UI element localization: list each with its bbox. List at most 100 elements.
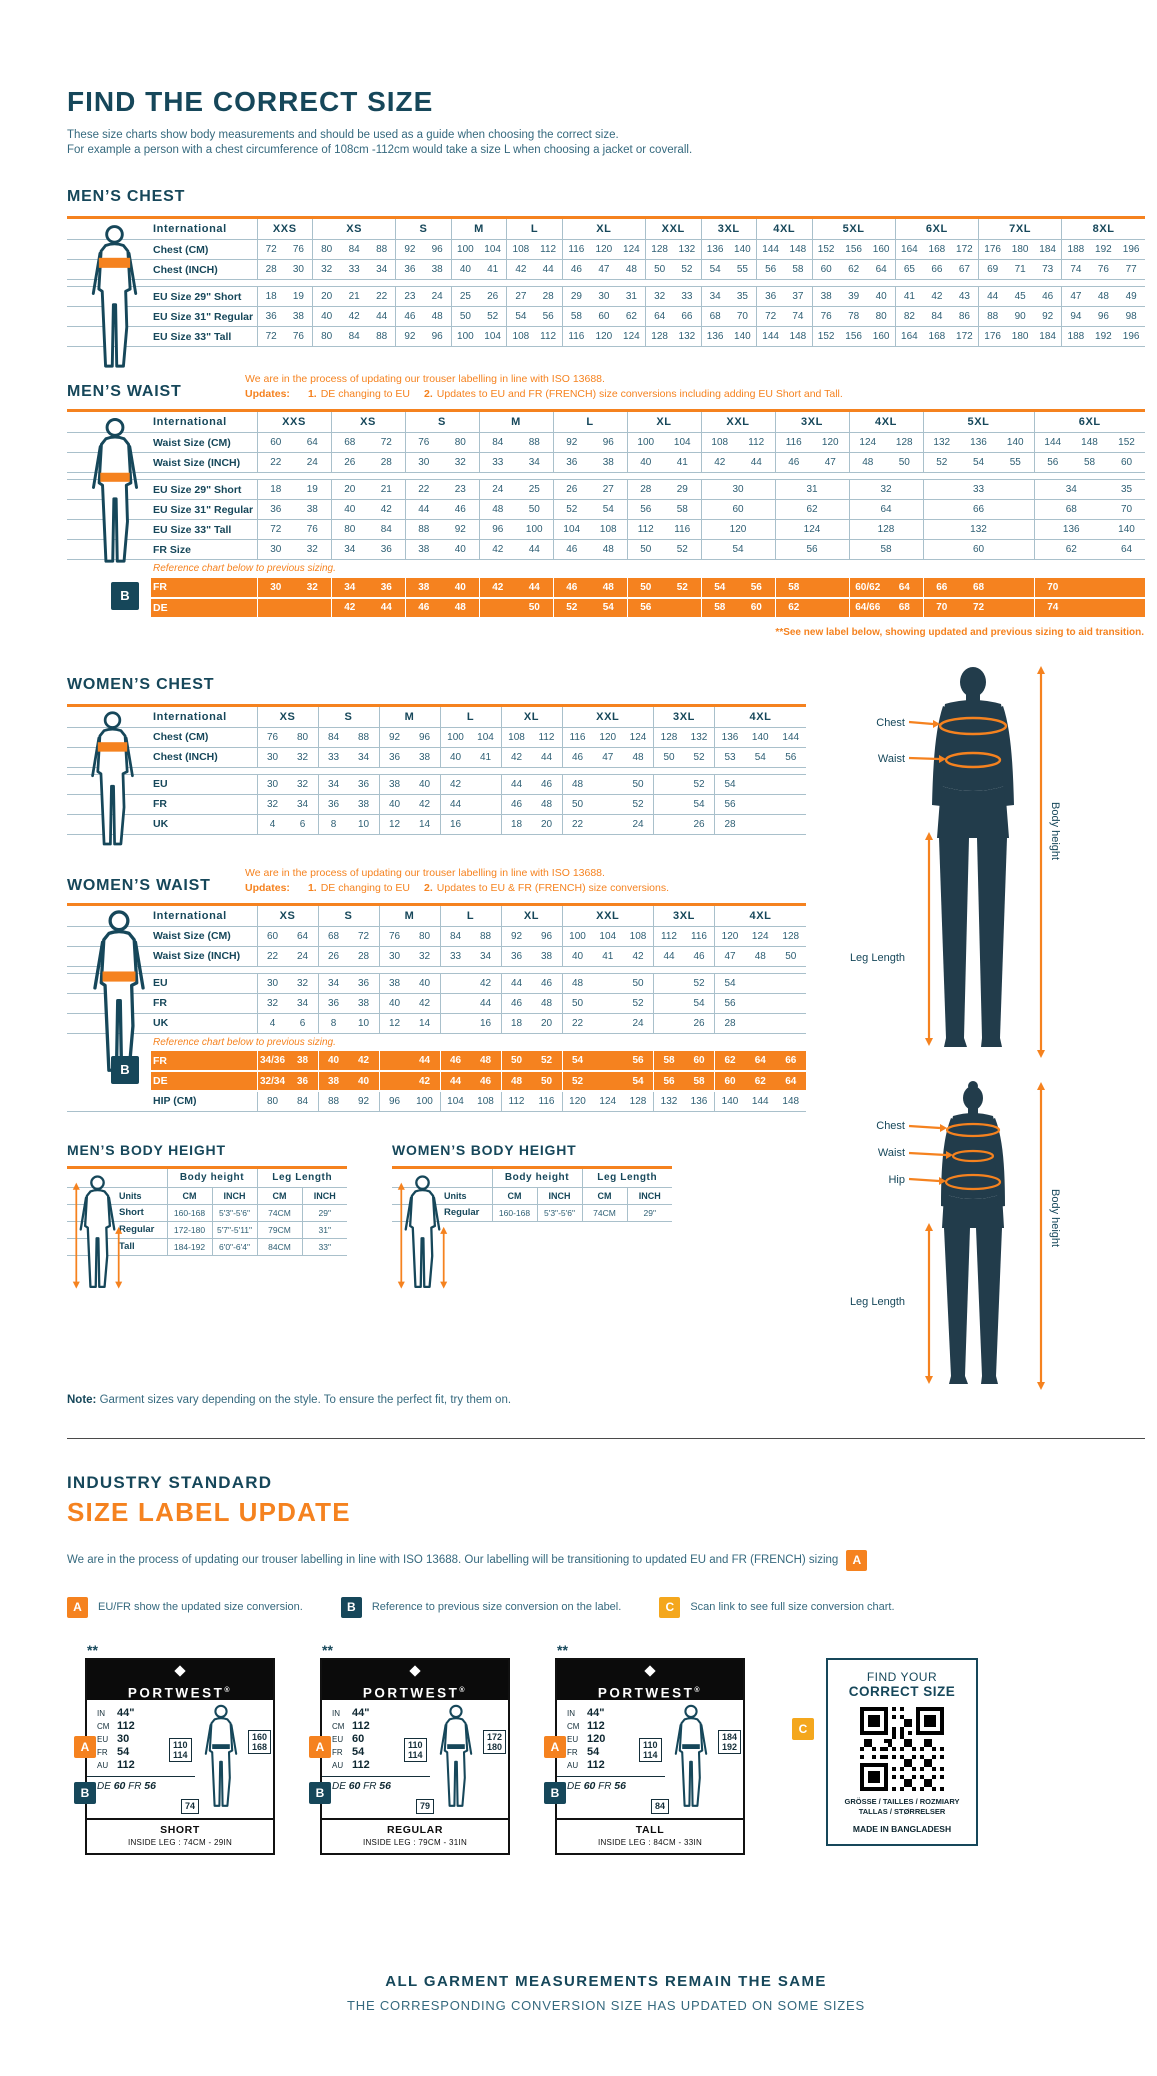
table-cell: 42	[623, 946, 654, 967]
table-cell: 72	[256, 326, 285, 347]
table-cell: 124	[774, 519, 849, 540]
table-cell: 53	[714, 747, 745, 768]
table-cell: 94	[1061, 306, 1090, 327]
table-cell: 52	[531, 1051, 562, 1072]
table-cell: 58	[848, 539, 923, 560]
table-cell: 50	[623, 774, 654, 795]
table-cell: 36	[552, 452, 590, 473]
table-cell: 46	[500, 794, 532, 815]
womens-body-height-title: WOMEN’S BODY HEIGHT	[392, 1141, 577, 1158]
table-header-row: International XXS XS S M L XL XXL 3XL 4XL 5XL 6XL 7X…	[67, 217, 1145, 240]
table-cell: 74	[1033, 597, 1071, 619]
page-title: FIND THE CORRECT SIZE	[67, 86, 434, 117]
size-label-card: ** PORTWEST® IN 44" CM 112 EU 30 FR 54 AU 112 DE 60 …	[74, 1642, 275, 1855]
table-cell: 18	[256, 286, 285, 307]
row-label: Short	[67, 1204, 167, 1222]
label-brand-header: PORTWEST®	[322, 1659, 508, 1700]
table-cell	[439, 1013, 471, 1034]
table-row: EU Size 31" Regular 36 38 40 42 44 46 48 50 52 54 5…	[67, 306, 1145, 327]
table-cell: 40	[330, 499, 368, 520]
label-footer: TALL INSIDE LEG : 84CM - 33IN	[557, 1817, 743, 1853]
size-group-header: M	[378, 705, 440, 728]
table-row	[67, 767, 806, 775]
size-group-header: S	[404, 410, 479, 433]
table-cell: 70	[1108, 499, 1145, 520]
table-cell: 46	[1034, 286, 1062, 307]
table-cell: 96	[590, 432, 627, 453]
size-system-label: FR	[97, 1747, 108, 1757]
table-cell: 23	[442, 479, 479, 500]
table-row: Waist Size (INCH) 22 24 26 28 30 32 33 34 36 38 40 4…	[67, 946, 806, 967]
table-cell: 50	[516, 597, 553, 619]
size-value: 112	[352, 1758, 370, 1771]
table-cell: 80	[312, 326, 341, 347]
table-cell: 54	[700, 539, 775, 560]
table-cell: 25	[516, 479, 553, 500]
table-cell: 80	[312, 239, 341, 260]
size-group-header: M	[478, 410, 553, 433]
table-cell: 38	[423, 259, 452, 280]
table-cell: 144	[756, 326, 785, 347]
table-cell: 108	[590, 519, 627, 540]
womens-chest-table: International XS S M L XL XXL 3XL 4XL Chest (CM) 7…	[67, 703, 1145, 845]
row-label: Chest (CM)	[67, 727, 257, 748]
table-cell: 144	[756, 239, 785, 260]
fit-note: Note: Garment sizes vary depending on th…	[67, 1393, 512, 1406]
table-cell: 34	[287, 794, 318, 815]
table-cell: 42	[500, 747, 532, 768]
table-cell: 96	[531, 926, 562, 947]
table-cell: 38	[404, 539, 442, 560]
table-cell: 46	[470, 1071, 501, 1092]
table-row	[67, 472, 1145, 480]
table-cell: 40	[378, 993, 410, 1014]
table-cell: 34	[287, 993, 318, 1014]
table-cell: 40	[626, 452, 664, 473]
table-cell: 54	[745, 747, 776, 768]
table-cell: 64	[886, 577, 923, 599]
table-cell: 74CM	[581, 1204, 627, 1222]
table-cell: 56	[534, 306, 563, 327]
size-group-header: Leg Length	[581, 1167, 672, 1188]
size-system-label: EU	[332, 1734, 344, 1744]
row-label: Chest (INCH)	[67, 259, 257, 280]
brand-diamond-icon	[174, 1664, 186, 1677]
table-cell: 104	[479, 239, 507, 260]
size-table: International XS S M L XL XXL 3XL 4XL Waist Size …	[67, 902, 806, 1112]
table-cell: CM	[491, 1187, 537, 1205]
table-cell: 100	[561, 926, 593, 947]
table-cell: 72	[960, 597, 997, 619]
table-cell: 152	[811, 239, 840, 260]
table-cell: 164	[894, 239, 923, 260]
table-cell: 23	[395, 286, 424, 307]
table-cell: 116	[684, 926, 715, 947]
size-row: EU 60	[332, 1731, 370, 1745]
size-row: AU 112	[332, 1757, 370, 1771]
size-group-header: 7XL	[977, 217, 1062, 240]
table-cell: 44	[653, 946, 684, 967]
table-cell: 42	[409, 993, 440, 1014]
table-cell: 34	[317, 774, 349, 795]
table-cell: 30	[256, 577, 294, 599]
size-translations: GRÖSSE / TAILLES / ROZMIARY TALLAS / STØR…	[844, 1796, 960, 1816]
table-cell: 46	[439, 1051, 471, 1072]
table-cell: 32	[256, 794, 288, 815]
size-group-header: 4XL	[756, 217, 812, 240]
size-label-card: ** PORTWEST® IN 44" CM 112 EU 60 FR 54 AU 112 DE 60 …	[309, 1642, 510, 1855]
table-cell: 54	[700, 577, 738, 599]
brand-name: PORTWEST®	[597, 1685, 703, 1700]
table-gap	[67, 472, 1145, 480]
table-cell: 132	[922, 519, 1034, 540]
table-cell: 42	[368, 499, 405, 520]
body-height-label: Body height	[1049, 801, 1061, 860]
table-cell	[745, 1013, 776, 1034]
size-group-header: 3XL	[653, 904, 715, 927]
previous-sizing-note: Reference chart below to previous sizing…	[153, 563, 336, 575]
table-row: Tall 184-192 6'0"-6'4" 84CM 33"	[67, 1238, 347, 1256]
table-cell: 66	[673, 306, 701, 327]
table-cell: 62	[774, 499, 849, 520]
table-cell: 116	[531, 1091, 562, 1112]
size-system-label: IN	[97, 1708, 105, 1718]
table-cell: 54	[590, 499, 627, 520]
table-cell: 24	[623, 814, 654, 835]
table-cell: 48	[470, 1051, 501, 1072]
